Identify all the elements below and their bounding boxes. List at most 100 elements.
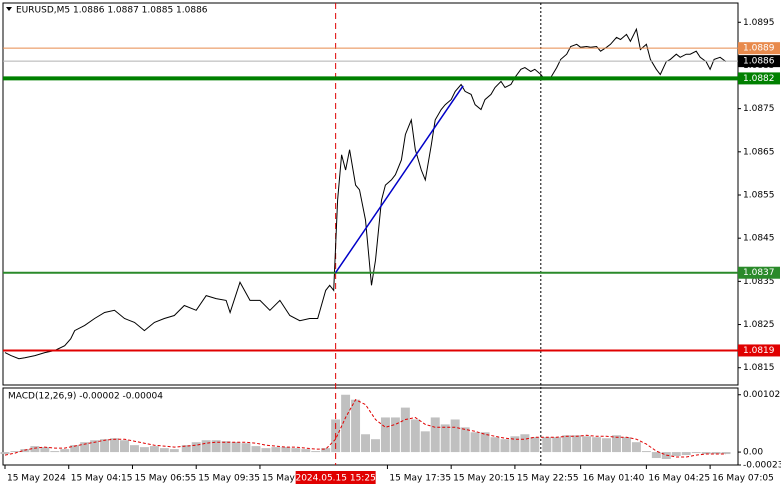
y-tick-label: 0.00102 <box>743 390 780 400</box>
histogram-bar <box>480 432 490 453</box>
histogram-bar <box>552 437 562 453</box>
x-tick-label: 16 May 07:05 <box>712 474 774 484</box>
histogram-bar <box>711 452 721 455</box>
x-tick-label: 15 May <box>262 474 296 484</box>
macd-pane <box>2 387 739 466</box>
histogram-bar <box>90 440 100 453</box>
histogram-bar <box>110 438 120 453</box>
y-tick-label: 1.0845 <box>743 234 775 244</box>
macd-title: MACD(12,26,9) -0.00002 -0.00004 <box>8 392 163 402</box>
price-line <box>4 27 727 360</box>
level-label: 1.0886 <box>743 57 775 67</box>
histogram-bar <box>60 449 70 453</box>
trend-line <box>334 85 464 274</box>
histogram-bar <box>490 437 500 453</box>
histogram-bar <box>721 452 731 455</box>
histogram-bar <box>129 445 139 453</box>
histogram-bar <box>139 447 149 453</box>
histogram-bar <box>100 439 110 453</box>
histogram-bar <box>80 442 90 453</box>
x-tick-label: 15 May 2024 <box>7 474 66 484</box>
histogram-bar <box>10 451 20 453</box>
histogram-bar <box>70 445 80 453</box>
histogram-bar <box>169 449 179 453</box>
level-label-box <box>738 72 780 85</box>
histogram-bar <box>120 440 129 453</box>
level-label: 1.0889 <box>743 44 775 54</box>
crosshair-label-box <box>295 471 376 484</box>
y-tick-label: 1.0815 <box>743 363 775 373</box>
histogram-bar <box>241 443 251 453</box>
histogram-bar <box>572 435 582 453</box>
histogram-bar <box>612 435 621 453</box>
histogram-bar <box>281 447 291 453</box>
histogram-bar <box>510 436 520 453</box>
x-tick-label: 16 May 04:25 <box>648 474 710 484</box>
y-tick-label: 1.0865 <box>743 147 775 157</box>
histogram-bar <box>50 451 60 453</box>
histogram-bar <box>261 448 271 453</box>
x-tick-label: 15 May 06:55 <box>134 474 196 484</box>
x-tick-label: 15 May 09:35 <box>198 474 260 484</box>
histogram-bar <box>271 447 281 453</box>
histogram-bar <box>221 441 231 453</box>
histogram-bar <box>40 447 50 453</box>
y-tick-label: 1.0855 <box>743 191 775 201</box>
histogram-bar <box>582 436 592 453</box>
histogram-bar <box>390 417 400 453</box>
histogram-bar <box>592 437 602 453</box>
x-tick-label: 16 May 01:40 <box>583 474 645 484</box>
histogram-bar <box>460 427 470 453</box>
chart-title: EURUSD,M5 1.0886 1.0887 1.0885 1.0886 <box>16 6 208 16</box>
histogram-bar <box>440 424 450 453</box>
histogram-bar <box>211 440 221 453</box>
price-pane <box>2 2 739 386</box>
histogram-bar <box>311 451 321 453</box>
histogram-bar <box>370 439 380 453</box>
histogram-bar <box>301 449 311 453</box>
histogram-bar <box>631 442 641 453</box>
level-label-box <box>738 42 780 55</box>
histogram-bar <box>351 399 361 453</box>
histogram-bar <box>291 448 301 453</box>
level-label: 1.0819 <box>743 346 775 356</box>
x-tick-label: 15 May 17:35 <box>389 474 451 484</box>
histogram-bar <box>621 437 631 453</box>
histogram-bar <box>470 432 480 453</box>
histogram-bar <box>450 419 460 453</box>
y-tick-label: -0.00023 <box>743 461 781 471</box>
histogram-bar <box>30 446 40 453</box>
histogram-bar <box>361 434 371 453</box>
histogram-bar <box>149 446 159 453</box>
crosshair-label: 2024.05.15 15:25 <box>295 474 375 484</box>
x-tick-label: 15 May 20:15 <box>453 474 515 484</box>
histogram-bar <box>562 435 572 453</box>
histogram-bar <box>231 442 241 453</box>
histogram-bar <box>701 452 711 455</box>
histogram-bar <box>691 452 701 454</box>
histogram-bar <box>542 437 552 453</box>
y-tick-label: 1.0835 <box>743 277 775 287</box>
histogram-bar <box>341 394 351 453</box>
y-tick-label: 1.0875 <box>743 104 775 114</box>
histogram-bar <box>321 448 331 453</box>
histogram-bar <box>530 437 540 453</box>
histogram-bar <box>159 448 169 453</box>
histogram-bar <box>430 417 440 453</box>
histogram-bar <box>420 431 430 453</box>
histogram-bar <box>520 434 530 453</box>
level-label-box <box>738 344 780 357</box>
histogram-bar <box>251 446 261 453</box>
histogram-bar <box>0 452 10 455</box>
x-tick-label: 15 May 22:55 <box>517 474 579 484</box>
y-tick-label: 1.0825 <box>743 320 775 330</box>
histogram-bar <box>602 438 612 453</box>
level-label-box <box>738 55 780 68</box>
y-tick-label: 1.0895 <box>743 18 775 28</box>
histogram-bar <box>671 452 681 457</box>
histogram-bar <box>500 439 510 453</box>
histogram-bar <box>191 442 201 453</box>
histogram-bar <box>681 452 691 456</box>
